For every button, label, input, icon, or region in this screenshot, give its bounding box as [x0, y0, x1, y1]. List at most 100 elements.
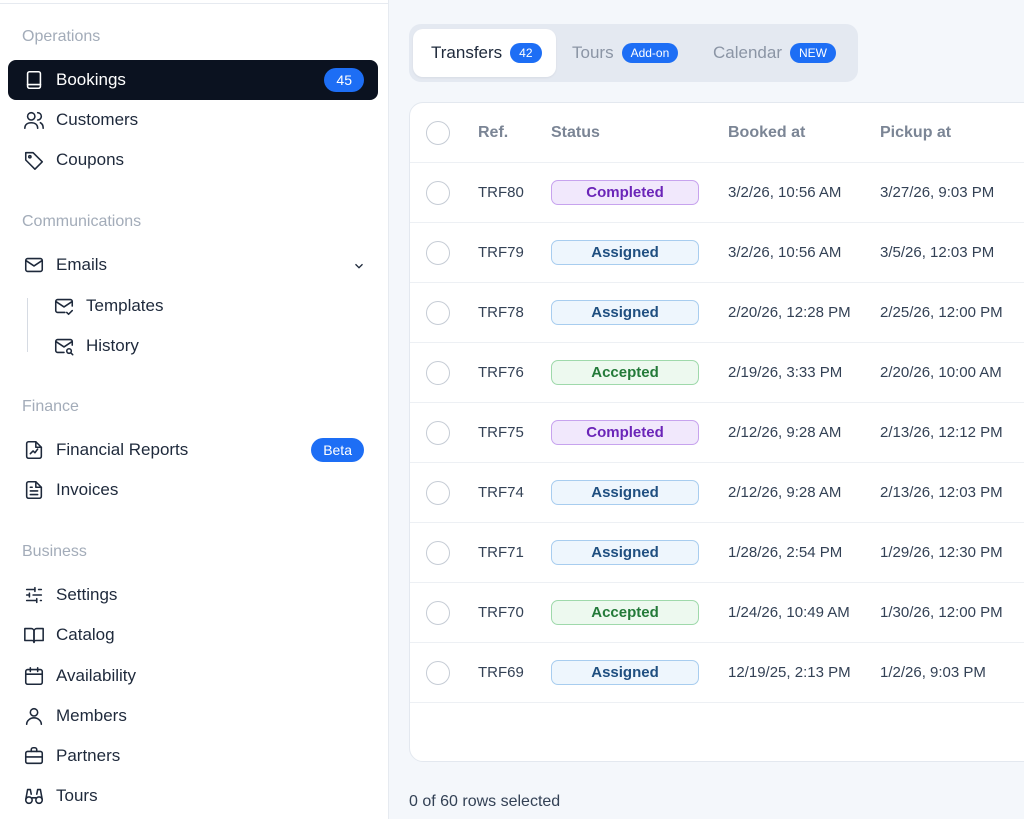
sidebar-item-members[interactable]: Members	[8, 696, 378, 736]
users-icon	[22, 108, 46, 132]
sidebar-item-settings[interactable]: Settings	[8, 575, 378, 615]
ref-cell[interactable]: TRF69	[478, 664, 524, 681]
table-row[interactable]: TRF75 Completed 2/12/26, 9:28 AM 2/13/26, 1…	[410, 403, 1024, 463]
status-cell: Accepted	[551, 583, 699, 642]
ref-cell[interactable]: TRF75	[478, 424, 524, 441]
ref-cell[interactable]: TRF79	[478, 244, 524, 261]
booked-at-cell: 3/2/26, 10:56 AM	[728, 184, 842, 201]
tree-connector	[27, 298, 28, 352]
status-badge: Assigned	[551, 660, 699, 685]
booked-at-cell: 2/12/26, 9:28 AM	[728, 424, 842, 441]
column-header-booked-at[interactable]: Booked at	[728, 123, 806, 141]
column-header-pickup-at[interactable]: Pickup at	[880, 123, 952, 141]
pickup-at-cell: 3/5/26, 12:03 PM	[880, 244, 995, 261]
booked-at-cell: 1/28/26, 2:54 PM	[728, 544, 843, 561]
user-icon	[22, 704, 46, 728]
sidebar-item-label: Coupons	[56, 150, 125, 169]
select-all-checkbox[interactable]	[426, 121, 450, 145]
calendar-icon	[22, 664, 46, 688]
sidebar-item-coupons[interactable]: Coupons	[8, 140, 378, 180]
sidebar-item-partners[interactable]: Partners	[8, 736, 378, 776]
status-badge: Completed	[551, 180, 699, 205]
sidebar-item-emails[interactable]: Emails	[8, 245, 378, 285]
status-cell: Assigned	[551, 523, 699, 582]
status-cell: Assigned	[551, 463, 699, 522]
sidebar-item-label: Settings	[56, 585, 118, 604]
open-book-icon	[22, 623, 46, 647]
section-title-operations: Operations	[22, 28, 101, 45]
chevron-down-icon[interactable]	[352, 258, 366, 272]
table-row[interactable]: TRF71 Assigned 1/28/26, 2:54 PM 1/29/26, 12…	[410, 523, 1024, 583]
booked-at-cell: 1/24/26, 10:49 AM	[728, 604, 850, 621]
status-cell: Assigned	[551, 223, 699, 282]
row-checkbox[interactable]	[426, 301, 450, 325]
briefcase-icon	[22, 744, 46, 768]
binoculars-icon	[22, 784, 46, 808]
sidebar-item-customers[interactable]: Customers	[8, 100, 378, 140]
table-row[interactable]: TRF70 Accepted 1/24/26, 10:49 AM 1/30/26, 1…	[410, 583, 1024, 643]
status-cell: Accepted	[551, 343, 699, 402]
sidebar-item-history[interactable]: History	[38, 326, 378, 366]
tag-icon	[22, 148, 46, 172]
status-cell: Completed	[551, 163, 699, 222]
ref-cell[interactable]: TRF78	[478, 304, 524, 321]
table-row[interactable]: TRF80 Completed 3/2/26, 10:56 AM 3/27/26, 9…	[410, 163, 1024, 223]
ref-cell[interactable]: TRF70	[478, 604, 524, 621]
ref-cell[interactable]: TRF74	[478, 484, 524, 501]
sidebar-item-label: Templates	[86, 296, 164, 315]
row-checkbox[interactable]	[426, 601, 450, 625]
ref-cell[interactable]: TRF71	[478, 544, 524, 561]
tab-calendar[interactable]: Calendar NEW	[695, 29, 850, 77]
sidebar-item-label: Availability	[56, 666, 137, 685]
table-row[interactable]: TRF69 Assigned 12/19/25, 2:13 PM 1/2/26, 9:…	[410, 643, 1024, 703]
section-title-finance: Finance	[22, 398, 79, 415]
row-checkbox[interactable]	[426, 241, 450, 265]
mail-check-icon	[52, 294, 76, 318]
sidebar-item-templates[interactable]: Templates	[38, 286, 378, 326]
sidebar: Operations Bookings 45 Customers Coupons…	[0, 0, 389, 819]
row-checkbox[interactable]	[426, 421, 450, 445]
row-checkbox[interactable]	[426, 661, 450, 685]
table-row[interactable]: TRF76 Accepted 2/19/26, 3:33 PM 2/20/26, 10…	[410, 343, 1024, 403]
table-row[interactable]: TRF74 Assigned 2/12/26, 9:28 AM 2/13/26, 12…	[410, 463, 1024, 523]
sidebar-item-label: Invoices	[56, 480, 119, 499]
tab-label: Calendar	[713, 43, 782, 62]
booked-at-cell: 2/12/26, 9:28 AM	[728, 484, 842, 501]
table-header: Ref. Status Booked at Pickup at	[410, 103, 1024, 163]
chart-file-icon	[22, 438, 46, 462]
tab-transfers[interactable]: Transfers 42	[413, 29, 556, 77]
row-checkbox[interactable]	[426, 361, 450, 385]
sidebar-item-label: Financial Reports	[56, 440, 189, 459]
sidebar-item-tours[interactable]: Tours	[8, 776, 378, 816]
ref-cell[interactable]: TRF76	[478, 364, 524, 381]
table-row[interactable]: TRF78 Assigned 2/20/26, 12:28 PM 2/25/26, 1…	[410, 283, 1024, 343]
table-row[interactable]: TRF79 Assigned 3/2/26, 10:56 AM 3/5/26, 12:…	[410, 223, 1024, 283]
column-header-status[interactable]: Status	[551, 123, 600, 141]
row-checkbox[interactable]	[426, 181, 450, 205]
tab-badge: 42	[510, 43, 542, 63]
status-badge: Assigned	[551, 240, 699, 265]
sidebar-item-financial-reports[interactable]: Financial Reports Beta	[8, 430, 378, 470]
sidebar-item-label: Catalog	[56, 625, 115, 644]
status-badge: Assigned	[551, 480, 699, 505]
ref-cell[interactable]: TRF80	[478, 184, 524, 201]
mail-icon	[22, 253, 46, 277]
sliders-icon	[22, 583, 46, 607]
status-badge: Assigned	[551, 300, 699, 325]
pickup-at-cell: 2/13/26, 12:03 PM	[880, 484, 1003, 501]
status-badge: Assigned	[551, 540, 699, 565]
row-checkbox[interactable]	[426, 541, 450, 565]
tab-tours[interactable]: Tours Add-on	[554, 29, 692, 77]
pickup-at-cell: 2/20/26, 10:00 AM	[880, 364, 1002, 381]
book-icon	[22, 68, 46, 92]
sidebar-item-availability[interactable]: Availability	[8, 656, 378, 696]
beta-badge: Beta	[311, 438, 364, 462]
sidebar-item-invoices[interactable]: Invoices	[8, 470, 378, 510]
sidebar-item-bookings[interactable]: Bookings 45	[8, 60, 378, 100]
status-badge: Completed	[551, 420, 699, 445]
tab-badge: Add-on	[621, 43, 679, 63]
sidebar-item-catalog[interactable]: Catalog	[8, 615, 378, 655]
row-checkbox[interactable]	[426, 481, 450, 505]
column-header-ref[interactable]: Ref.	[478, 123, 509, 141]
bookings-count-badge: 45	[324, 68, 364, 92]
